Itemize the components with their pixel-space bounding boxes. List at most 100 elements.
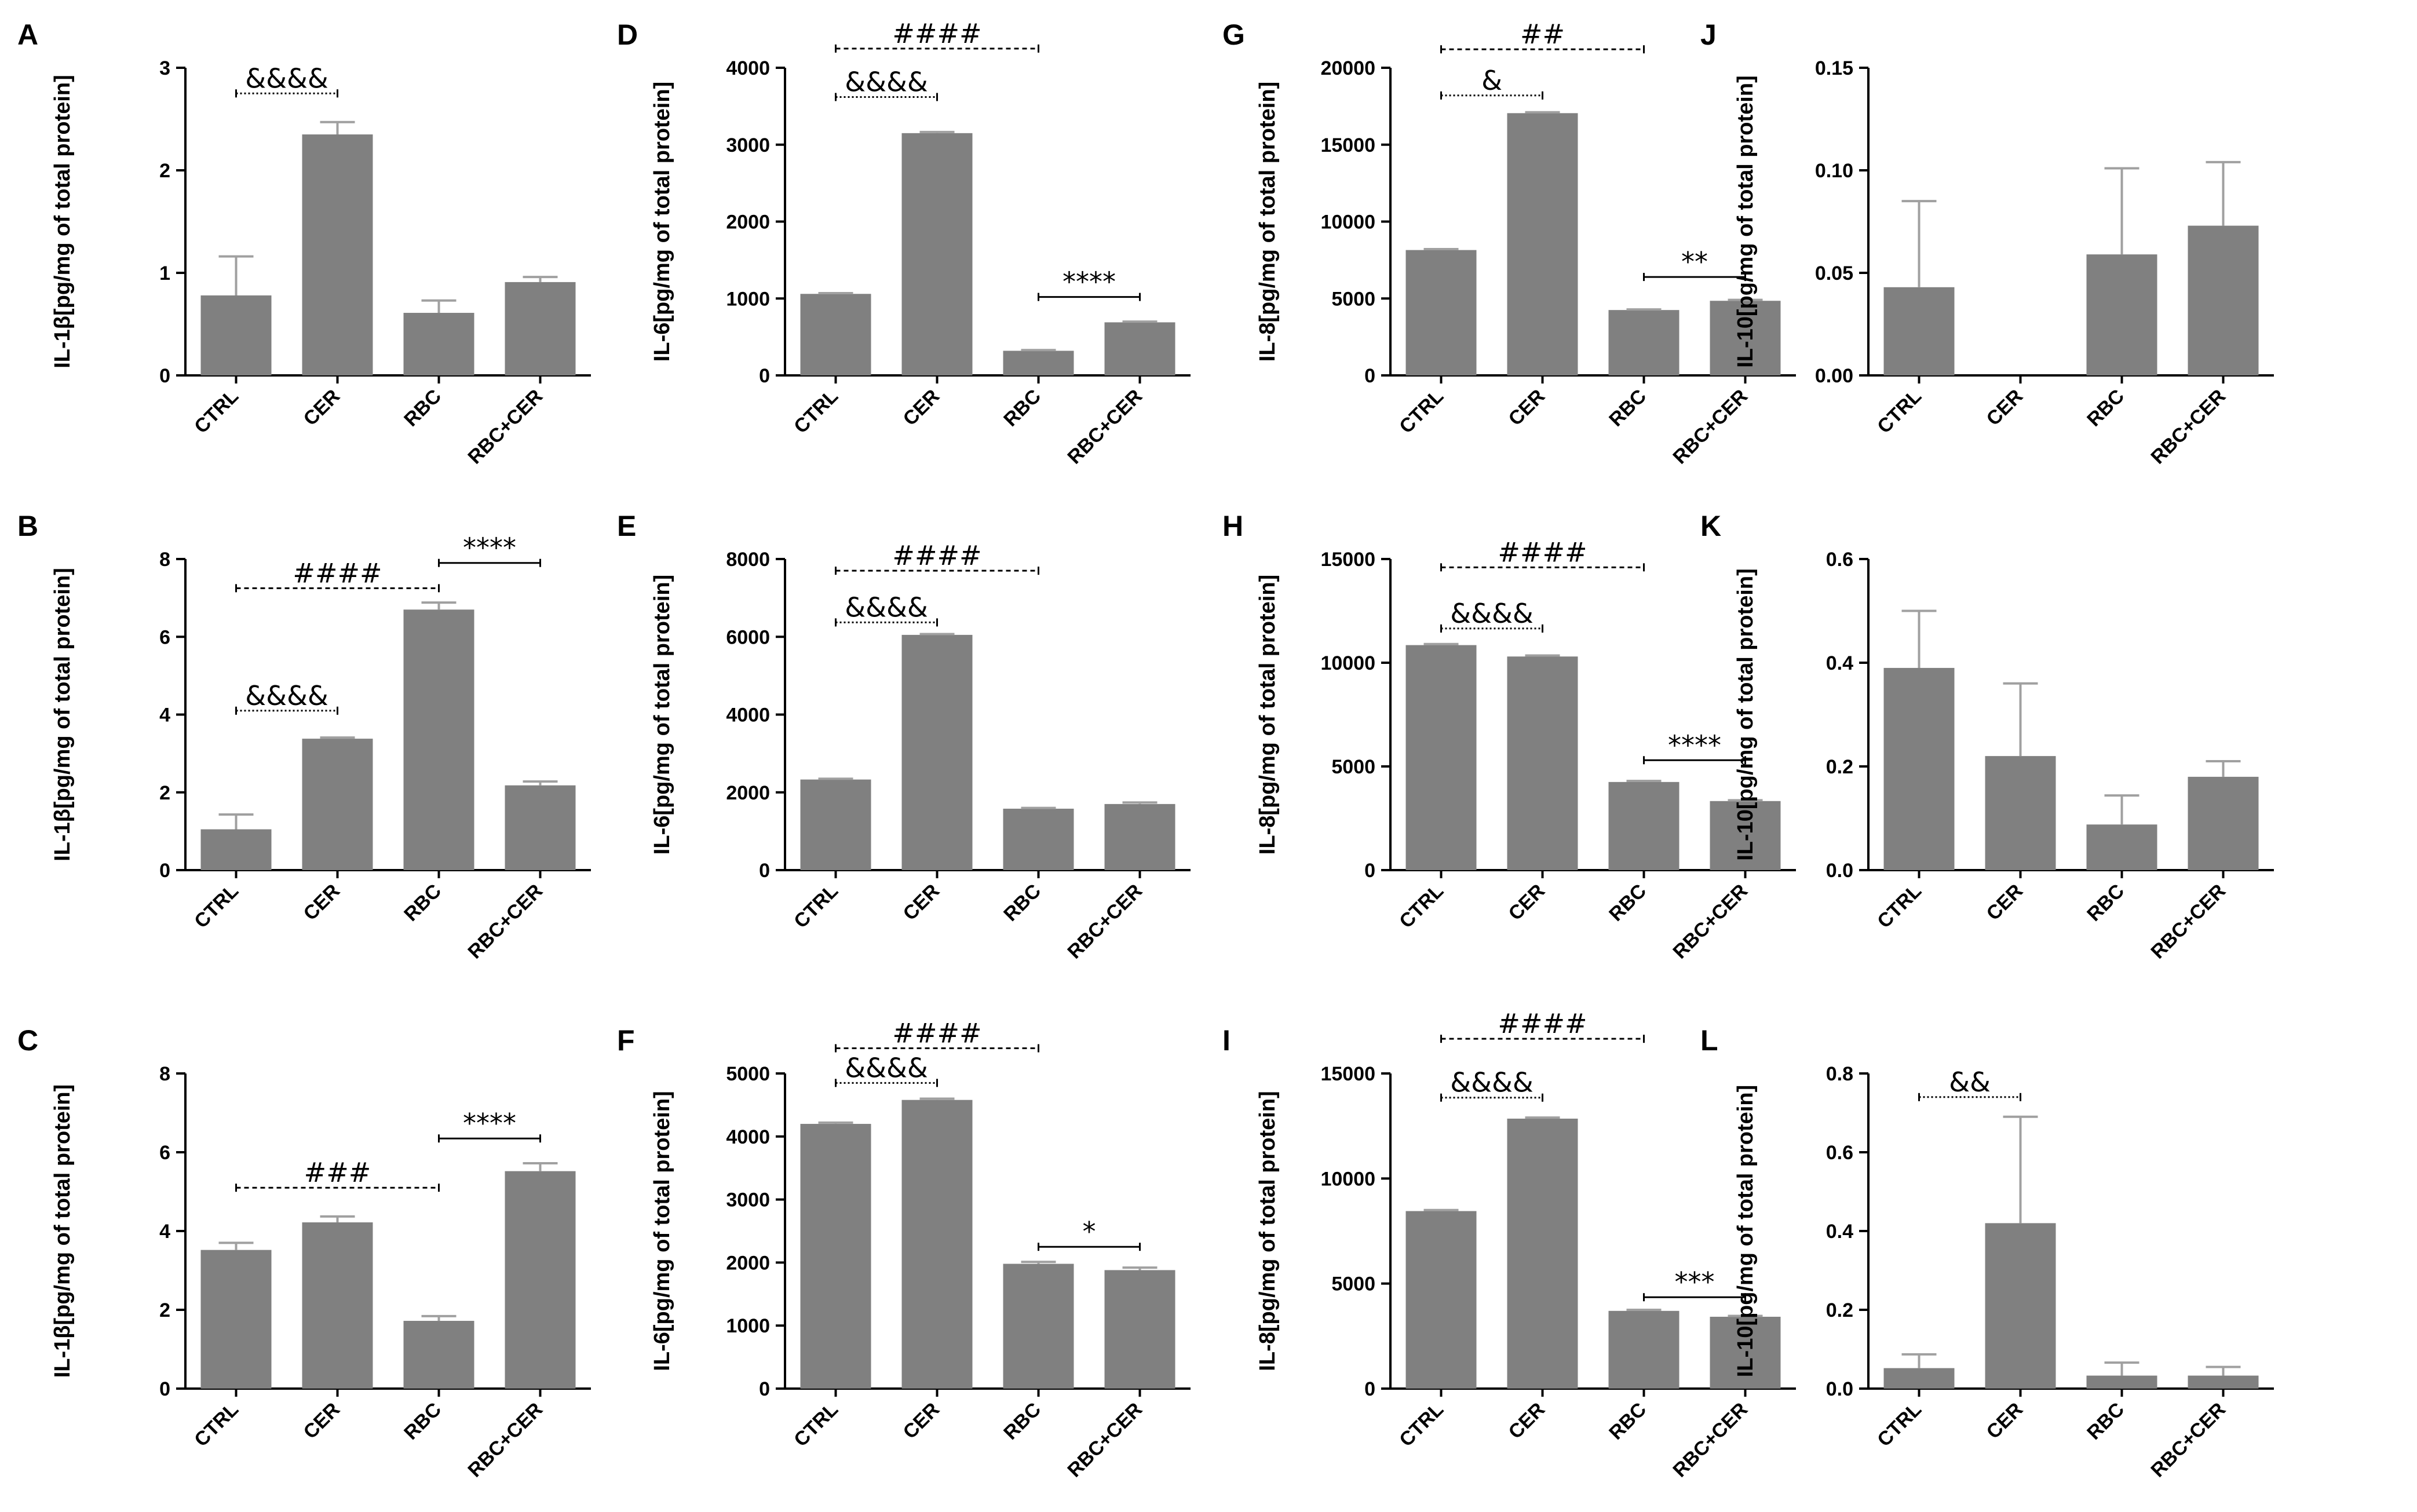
y-tick-label-l: 0.4: [1826, 1221, 1853, 1243]
bar-l-rbc-cer: [2188, 1375, 2259, 1389]
x-tick-label-j: CTRL: [1873, 385, 1926, 438]
x-tick-label-g: RBC+CER: [1668, 385, 1752, 469]
significance-label-h: &&&&: [1450, 598, 1533, 629]
y-tick-label-d: 3000: [726, 134, 770, 156]
bar-k-cer: [1985, 756, 2056, 870]
y-tick-label-f: 1000: [726, 1315, 770, 1337]
bar-g-ctrl: [1405, 250, 1477, 375]
x-tick-label-d: CER: [899, 385, 944, 430]
y-tick-label-h: 0: [1364, 860, 1375, 882]
y-axis-label-g: IL-8[pg/mg of total protein]: [1255, 82, 1280, 361]
x-tick-label-k: CER: [1982, 880, 2028, 925]
bar-i-rbc-cer: [1710, 1316, 1781, 1389]
bar-l-ctrl: [1883, 1368, 1955, 1389]
x-tick-label-d: RBC+CER: [1063, 385, 1147, 469]
y-tick-label-j: 0.00: [1815, 365, 1853, 387]
x-tick-label-k: RBC: [2083, 880, 2128, 926]
significance-label-b: ####: [293, 557, 382, 589]
y-tick-label-j: 0.05: [1815, 262, 1853, 284]
y-tick-label-k: 0.4: [1826, 652, 1853, 674]
bar-i-ctrl: [1405, 1211, 1477, 1389]
bar-c-rbc-cer: [505, 1171, 576, 1389]
significance-label-g: &: [1481, 65, 1502, 96]
x-tick-label-i: CER: [1505, 1398, 1550, 1444]
y-tick-label-b: 0: [159, 860, 170, 882]
y-axis-label-h: IL-8[pg/mg of total protein]: [1255, 575, 1280, 854]
y-tick-label-b: 6: [159, 626, 170, 648]
y-tick-label-d: 4000: [726, 57, 770, 79]
significance-label-i: ####: [1498, 1008, 1587, 1039]
y-tick-label-i: 5000: [1331, 1273, 1375, 1295]
bar-b-ctrl: [200, 829, 272, 870]
x-tick-label-i: RBC+CER: [1668, 1398, 1752, 1482]
significance-label-b: ****: [463, 532, 516, 564]
y-tick-label-i: 0: [1364, 1378, 1375, 1400]
significance-label-d: ####: [892, 18, 981, 49]
bar-j-rbc-cer: [2188, 225, 2259, 375]
x-tick-label-c: RBC: [400, 1398, 446, 1444]
y-axis-label-b: IL-1β[pg/mg of total protein]: [50, 568, 75, 861]
significance-label-f: ####: [892, 1017, 981, 1049]
bar-c-ctrl: [200, 1250, 272, 1389]
significance-label-a: &&&&: [245, 63, 328, 94]
y-tick-label-c: 6: [159, 1142, 170, 1164]
x-tick-label-b: RBC: [400, 880, 446, 926]
x-tick-label-k: RBC+CER: [2146, 880, 2230, 963]
x-tick-label-d: RBC: [999, 385, 1045, 431]
bar-j-rbc: [2086, 254, 2157, 375]
bar-e-rbc: [1003, 808, 1074, 870]
bar-i-cer: [1507, 1118, 1578, 1389]
significance-label-h: ####: [1498, 536, 1587, 568]
x-tick-label-b: CER: [300, 880, 345, 925]
panel-letter-h: H: [1222, 510, 1243, 542]
y-tick-label-c: 2: [159, 1299, 170, 1321]
panel-letter-f: F: [617, 1024, 635, 1057]
x-tick-label-g: CER: [1505, 385, 1550, 430]
x-tick-label-b: RBC+CER: [463, 880, 547, 963]
y-tick-label-d: 0: [759, 365, 770, 387]
bar-h-rbc: [1608, 781, 1680, 870]
y-tick-label-k: 0.2: [1826, 756, 1853, 778]
y-tick-label-f: 5000: [726, 1063, 770, 1085]
significance-label-d: ****: [1063, 266, 1116, 298]
y-tick-label-f: 4000: [726, 1126, 770, 1148]
y-tick-label-f: 2000: [726, 1252, 770, 1274]
significance-label-e: ####: [892, 540, 981, 571]
panel-letter-i: I: [1222, 1024, 1231, 1057]
panel-letter-b: B: [17, 510, 38, 542]
significance-label-c: ****: [463, 1108, 516, 1139]
x-tick-label-e: CTRL: [790, 880, 842, 933]
y-tick-label-e: 4000: [726, 704, 770, 726]
bar-d-rbc: [1003, 350, 1074, 375]
x-tick-label-j: RBC+CER: [2146, 385, 2230, 469]
significance-label-i: &&&&: [1450, 1067, 1533, 1098]
y-tick-label-l: 0.6: [1826, 1142, 1853, 1164]
x-tick-label-j: RBC: [2083, 385, 2128, 431]
y-tick-label-b: 8: [159, 549, 170, 571]
bar-f-cer: [901, 1100, 973, 1389]
significance-label-f: &&&&: [845, 1052, 928, 1083]
y-tick-label-j: 0.15: [1815, 57, 1853, 79]
x-tick-label-g: RBC: [1605, 385, 1651, 431]
y-tick-label-g: 10000: [1320, 211, 1375, 233]
panel-letter-a: A: [17, 19, 38, 51]
y-tick-label-f: 0: [759, 1378, 770, 1400]
panel-letter-e: E: [617, 510, 636, 542]
y-tick-label-d: 1000: [726, 288, 770, 310]
bar-d-ctrl: [800, 294, 871, 375]
y-axis-label-j: IL-10[pg/mg of total protein]: [1733, 75, 1758, 368]
y-tick-label-l: 0.0: [1826, 1378, 1853, 1400]
y-tick-label-a: 1: [159, 262, 170, 284]
x-tick-label-h: RBC+CER: [1668, 880, 1752, 963]
x-tick-label-a: RBC+CER: [463, 385, 547, 469]
bar-k-rbc: [2086, 824, 2157, 870]
y-tick-label-k: 0.6: [1826, 549, 1853, 571]
x-tick-label-g: CTRL: [1395, 385, 1448, 438]
y-axis-label-i: IL-8[pg/mg of total protein]: [1255, 1091, 1280, 1371]
significance-label-g: ##: [1520, 19, 1565, 50]
bar-g-rbc: [1608, 310, 1680, 375]
x-tick-label-i: CTRL: [1395, 1398, 1448, 1451]
y-tick-label-a: 2: [159, 160, 170, 182]
y-tick-label-g: 20000: [1320, 57, 1375, 79]
bar-b-rbc: [403, 609, 474, 870]
